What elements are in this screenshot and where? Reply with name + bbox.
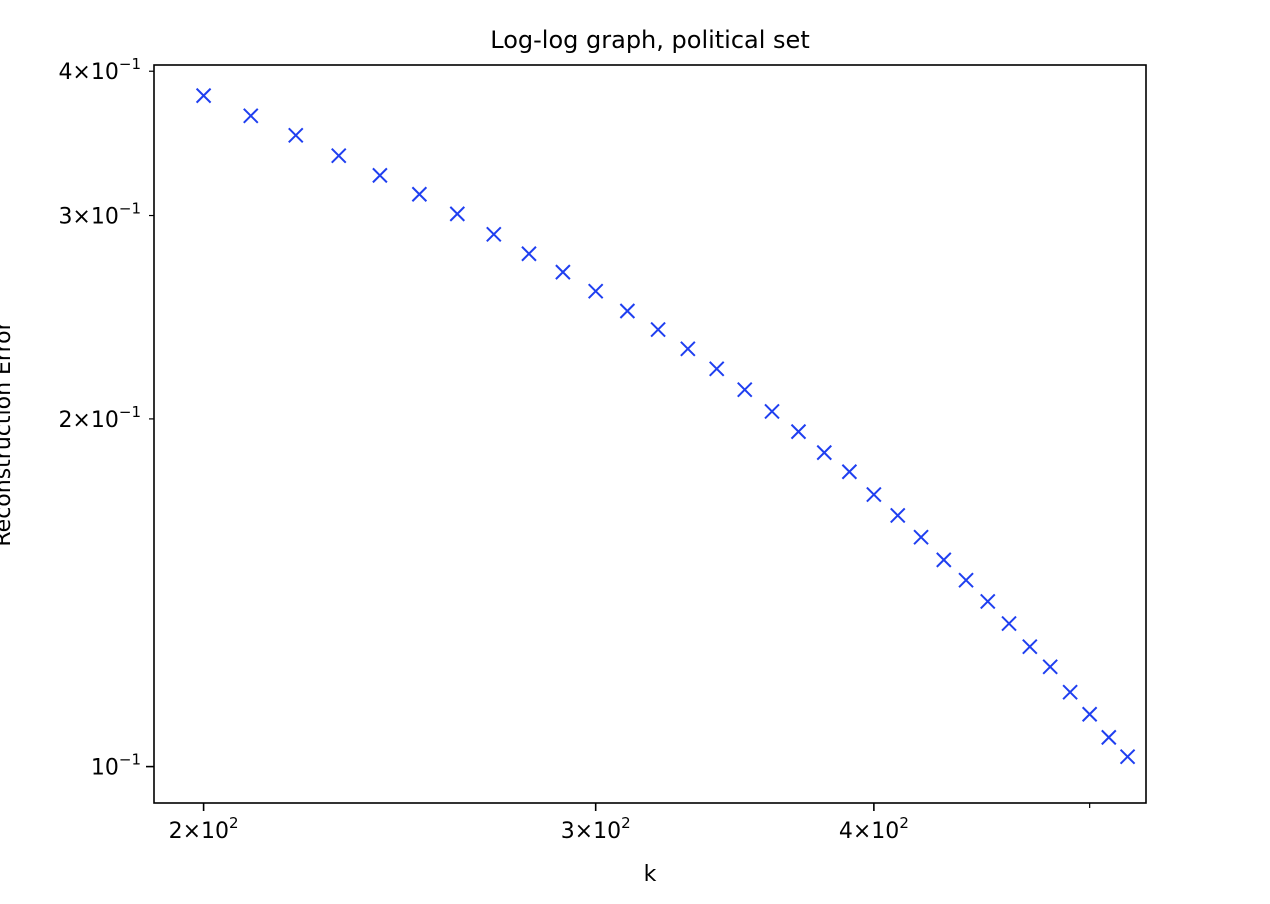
y-axis-label: Reconstruction Error — [0, 320, 16, 546]
data-point — [587, 283, 604, 299]
x-tick-label: 2×102 — [169, 814, 239, 844]
data-point — [958, 572, 974, 588]
data-point — [764, 403, 780, 420]
y-tick-label: 3×10−1 — [58, 200, 141, 230]
data-point — [555, 264, 571, 280]
data-point — [331, 148, 347, 164]
y-tick-label: 10−1 — [91, 751, 141, 781]
data-point — [243, 108, 259, 124]
data-point — [521, 246, 537, 262]
data-point — [1042, 659, 1058, 675]
data-point — [980, 593, 996, 610]
data-point — [680, 341, 696, 357]
data-point — [709, 361, 725, 377]
data-point — [1081, 706, 1098, 722]
data-point — [411, 186, 428, 202]
x-axis-label: k — [644, 862, 657, 887]
data-point — [790, 423, 807, 440]
data-point — [486, 226, 502, 242]
y-tick-label: 2×10−1 — [58, 403, 141, 433]
axes: 2×102 3×102 4×102 10−1 2×10−1 3×10−1 4×10−1 — [58, 55, 1091, 844]
data-point — [936, 552, 952, 568]
data-point — [195, 87, 212, 104]
data-point — [866, 486, 882, 503]
plot-frame — [153, 64, 1147, 804]
data-point — [619, 303, 636, 319]
x-tick-label: 4×102 — [839, 814, 909, 844]
data-point — [1022, 638, 1038, 655]
data-point — [449, 206, 466, 222]
y-tick-label: 4×10−1 — [58, 55, 141, 85]
data-point — [913, 529, 929, 545]
plot-marks — [195, 87, 1136, 765]
data-point — [737, 381, 753, 398]
x-tick-label: 3×102 — [561, 814, 631, 844]
data-point — [650, 321, 666, 338]
data-point — [1062, 684, 1078, 700]
chart-title: Log-log graph, political set — [490, 26, 809, 54]
data-point — [841, 464, 858, 480]
data-point — [1119, 748, 1136, 765]
data-point — [890, 507, 906, 524]
data-point — [1101, 729, 1117, 746]
data-point — [1001, 615, 1017, 632]
data-point — [372, 167, 388, 184]
data-point — [288, 127, 304, 144]
data-point — [816, 444, 832, 461]
